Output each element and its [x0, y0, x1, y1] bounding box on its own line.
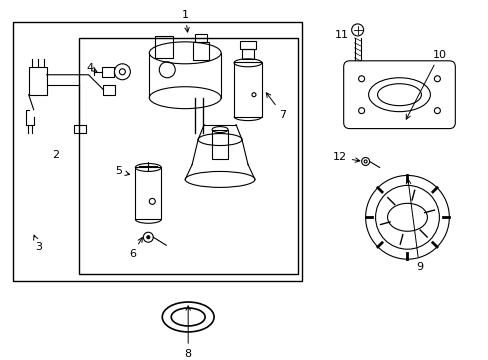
Text: 4: 4: [87, 63, 97, 73]
Text: 3: 3: [34, 235, 42, 252]
Bar: [234, 62, 262, 117]
Text: 5: 5: [115, 166, 129, 176]
Bar: [135, 167, 161, 219]
Bar: [13, 22, 301, 281]
Text: 10: 10: [406, 50, 446, 119]
Text: 7: 7: [266, 93, 286, 120]
Text: 2: 2: [52, 149, 59, 159]
Bar: [193, 42, 209, 60]
Bar: [155, 36, 173, 58]
Bar: [242, 49, 253, 59]
Circle shape: [146, 236, 149, 239]
Text: 9: 9: [406, 179, 422, 272]
Text: 1: 1: [182, 10, 189, 32]
Bar: [79, 38, 297, 274]
Bar: [102, 67, 114, 77]
Bar: [73, 125, 85, 132]
Text: 12: 12: [332, 153, 359, 162]
Text: 8: 8: [184, 306, 191, 359]
Bar: [240, 41, 255, 49]
Bar: [29, 67, 46, 95]
Text: 11: 11: [334, 30, 348, 40]
Bar: [212, 130, 227, 159]
Text: 6: 6: [129, 238, 142, 259]
Bar: [103, 85, 115, 95]
Bar: [195, 34, 207, 42]
